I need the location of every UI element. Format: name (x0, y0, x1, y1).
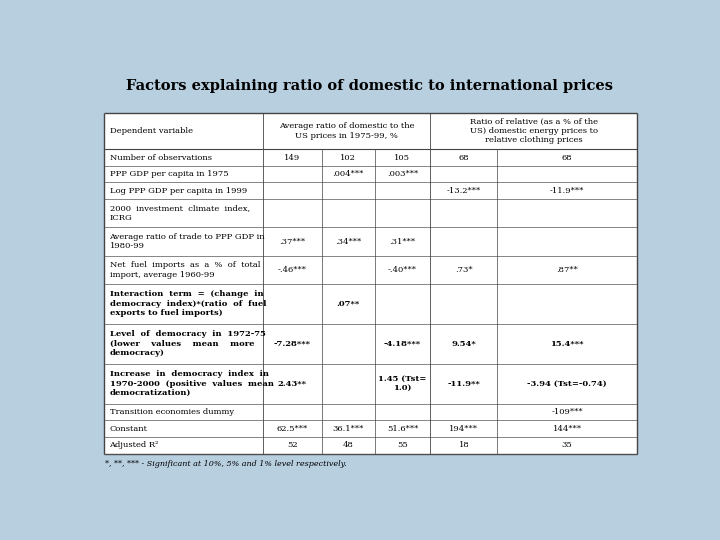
Text: .31***: .31*** (390, 238, 415, 246)
Text: Average ratio of trade to PPP GDP in
1980-99: Average ratio of trade to PPP GDP in 198… (109, 233, 265, 250)
Text: 1.45 (Tst=
1.0): 1.45 (Tst= 1.0) (378, 375, 427, 393)
Text: 194***: 194*** (449, 424, 478, 433)
Text: 68: 68 (562, 153, 572, 161)
Text: 9.54*: 9.54* (451, 340, 476, 348)
Text: 36.1***: 36.1*** (333, 424, 364, 433)
Text: Transition economies dummy: Transition economies dummy (109, 408, 234, 416)
Text: 18: 18 (459, 441, 469, 449)
Text: Average ratio of domestic to the
US prices in 1975-99, %: Average ratio of domestic to the US pric… (279, 123, 415, 139)
Text: -.46***: -.46*** (278, 266, 307, 274)
Text: Net  fuel  imports  as  a  %  of  total
import, average 1960-99: Net fuel imports as a % of total import,… (109, 261, 260, 279)
Text: 2.43**: 2.43** (278, 380, 307, 388)
Text: 55: 55 (397, 441, 408, 449)
Text: 144***: 144*** (552, 424, 582, 433)
Text: -11.9**: -11.9** (448, 380, 480, 388)
Text: -109***: -109*** (552, 408, 583, 416)
Text: -7.28***: -7.28*** (274, 340, 311, 348)
Text: -13.2***: -13.2*** (446, 187, 481, 195)
Text: Number of observations: Number of observations (109, 153, 212, 161)
Text: 68: 68 (459, 153, 469, 161)
Text: 48: 48 (343, 441, 354, 449)
Text: .07**: .07** (336, 300, 360, 308)
Text: .87**: .87** (556, 266, 578, 274)
Text: .73*: .73* (455, 266, 472, 274)
Text: -4.18***: -4.18*** (384, 340, 421, 348)
Text: *, **, *** - Significant at 10%, 5% and 1% level respectively.: *, **, *** - Significant at 10%, 5% and … (105, 460, 347, 468)
Text: 51.6***: 51.6*** (387, 424, 418, 433)
Text: 62.5***: 62.5*** (276, 424, 308, 433)
Text: Increase  in  democracy  index  in
1970-2000  (positive  values  mean
democratiz: Increase in democracy index in 1970-2000… (109, 370, 274, 397)
Text: 105: 105 (395, 153, 410, 161)
Text: Ratio of relative (as a % of the
US) domestic energy prices to
relative clothing: Ratio of relative (as a % of the US) dom… (469, 118, 598, 144)
Text: Factors explaining ratio of domestic to international prices: Factors explaining ratio of domestic to … (125, 79, 613, 93)
Text: .003***: .003*** (387, 170, 418, 178)
Text: 15.4***: 15.4*** (550, 340, 584, 348)
Text: Interaction  term  =  (change  in
democracy  index)*(ratio  of  fuel
exports to : Interaction term = (change in democracy … (109, 291, 266, 318)
Text: -3.94 (Tst=-0.74): -3.94 (Tst=-0.74) (527, 380, 607, 388)
Text: 2000  investment  climate  index,
ICRG: 2000 investment climate index, ICRG (109, 205, 250, 222)
Text: 52: 52 (287, 441, 297, 449)
Text: Log PPP GDP per capita in 1999: Log PPP GDP per capita in 1999 (109, 187, 247, 195)
Text: -11.9***: -11.9*** (550, 187, 584, 195)
Text: 102: 102 (340, 153, 356, 161)
Text: Level  of  democracy  in  1972-75
(lower    values    mean    more
democracy): Level of democracy in 1972-75 (lower val… (109, 330, 266, 357)
Text: Dependent variable: Dependent variable (110, 127, 193, 135)
Text: .34***: .34*** (335, 238, 361, 246)
Text: 149: 149 (284, 153, 300, 161)
Text: PPP GDP per capita in 1975: PPP GDP per capita in 1975 (109, 170, 228, 178)
Text: .004***: .004*** (333, 170, 364, 178)
Text: -.40***: -.40*** (388, 266, 417, 274)
Text: 35: 35 (562, 441, 572, 449)
Text: .37***: .37*** (279, 238, 305, 246)
Text: Adjusted R²: Adjusted R² (109, 441, 159, 449)
Text: Constant: Constant (109, 424, 148, 433)
